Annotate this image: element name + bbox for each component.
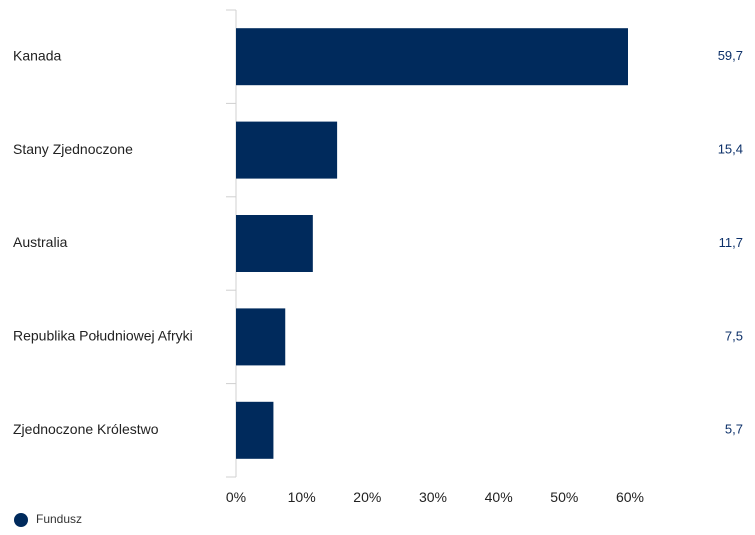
- bar: [236, 308, 286, 366]
- x-tick-label: 0%: [226, 489, 246, 505]
- category-label: Kanada: [13, 47, 61, 63]
- bar: [236, 121, 338, 179]
- data-label: 7,5: [725, 328, 743, 343]
- x-tick-label: 10%: [288, 489, 316, 505]
- category-label: Republika Południowej Afryki: [13, 328, 193, 344]
- category-label: Stany Zjednoczone: [13, 141, 133, 157]
- x-tick-label: 50%: [550, 489, 578, 505]
- bar: [236, 28, 628, 86]
- data-label: 15,4: [718, 142, 743, 157]
- category-label: Zjednoczone Królestwo: [13, 421, 159, 437]
- legend-label: Fundusz: [36, 512, 82, 526]
- bar: [236, 401, 274, 459]
- data-label: 59,7: [718, 48, 743, 63]
- legend-marker: [14, 513, 28, 527]
- x-tick-label: 30%: [419, 489, 447, 505]
- category-label: Australia: [13, 234, 68, 250]
- data-label: 5,7: [725, 422, 743, 437]
- bar: [236, 215, 313, 272]
- data-label: 11,7: [719, 235, 743, 250]
- x-tick-label: 40%: [485, 489, 513, 505]
- x-tick-label: 20%: [353, 489, 381, 505]
- x-tick-label: 60%: [616, 489, 644, 505]
